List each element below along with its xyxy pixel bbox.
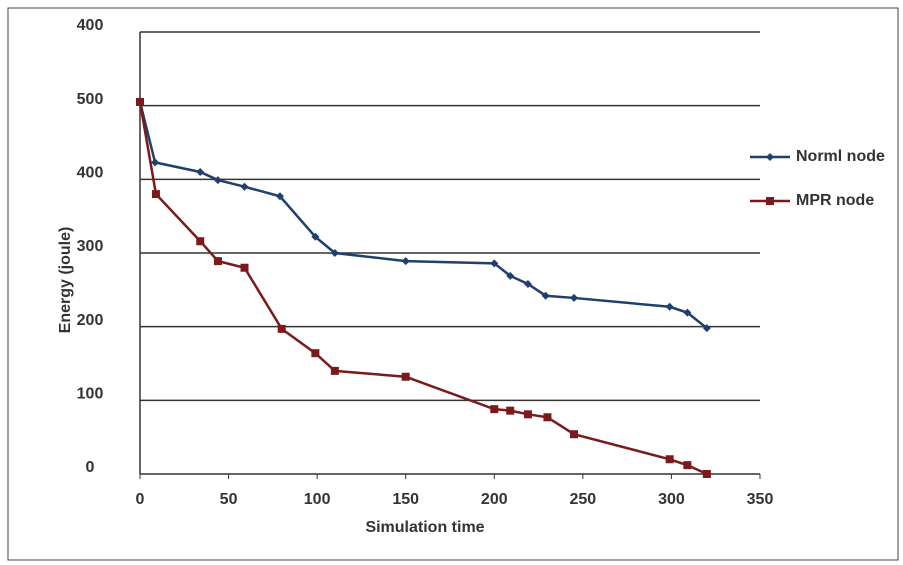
marker bbox=[683, 308, 692, 317]
marker bbox=[665, 302, 674, 311]
marker bbox=[311, 349, 320, 358]
marker bbox=[683, 461, 692, 470]
marker bbox=[490, 259, 499, 268]
legend-marker bbox=[766, 153, 774, 161]
marker bbox=[541, 291, 550, 300]
x-tick-label: 200 bbox=[481, 491, 508, 508]
x-axis-label: Simulation time bbox=[365, 519, 484, 536]
y-tick-label: 200 bbox=[77, 312, 104, 329]
marker bbox=[196, 167, 205, 176]
marker bbox=[151, 158, 160, 167]
marker bbox=[196, 237, 205, 246]
x-tick-label: 300 bbox=[658, 491, 685, 508]
marker bbox=[330, 366, 339, 375]
marker bbox=[311, 232, 320, 241]
y-axis-label: Energy (joule) bbox=[57, 227, 74, 334]
legend-label: MPR node bbox=[796, 192, 874, 209]
x-tick-label: 250 bbox=[570, 491, 597, 508]
marker bbox=[702, 470, 711, 478]
legend-label: Norml node bbox=[796, 148, 885, 165]
marker bbox=[240, 263, 249, 272]
legend-marker bbox=[766, 197, 774, 205]
marker bbox=[702, 324, 711, 333]
marker bbox=[136, 97, 144, 106]
y-tick-label: 100 bbox=[77, 386, 104, 403]
y-tick-label: 500 bbox=[77, 91, 104, 108]
marker bbox=[490, 405, 499, 414]
marker bbox=[570, 293, 578, 302]
marker bbox=[277, 324, 286, 333]
y-tick-label: 400 bbox=[77, 17, 104, 34]
marker bbox=[213, 257, 222, 266]
series-line bbox=[138, 101, 708, 330]
marker bbox=[401, 257, 410, 266]
x-tick-label: 100 bbox=[304, 491, 331, 508]
marker bbox=[506, 406, 515, 415]
marker bbox=[213, 176, 222, 185]
marker bbox=[330, 249, 339, 257]
marker bbox=[506, 271, 515, 280]
series-line bbox=[138, 101, 708, 476]
x-tick-label: 150 bbox=[392, 491, 419, 508]
y-tick-label: 300 bbox=[77, 238, 104, 255]
y-tick-label: 0 bbox=[86, 459, 95, 476]
marker bbox=[275, 192, 284, 201]
x-tick-label: 350 bbox=[747, 491, 774, 508]
marker bbox=[523, 279, 532, 288]
x-tick-label: 50 bbox=[220, 491, 238, 508]
marker bbox=[401, 372, 410, 381]
marker bbox=[151, 190, 160, 199]
y-tick-label: 400 bbox=[77, 165, 104, 182]
x-tick-label: 0 bbox=[136, 491, 145, 508]
marker bbox=[570, 430, 578, 439]
marker bbox=[665, 455, 674, 464]
marker bbox=[240, 182, 249, 191]
frame bbox=[7, 7, 899, 561]
marker bbox=[523, 410, 532, 419]
marker bbox=[543, 413, 552, 422]
